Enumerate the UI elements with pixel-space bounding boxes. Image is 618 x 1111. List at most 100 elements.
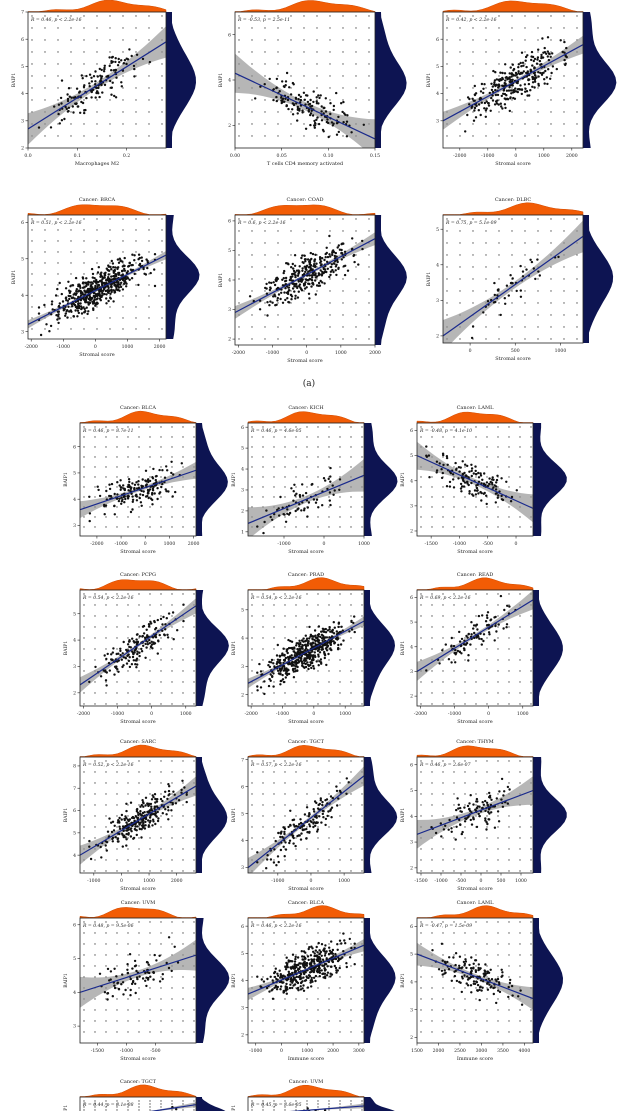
grid-dot xyxy=(519,615,521,617)
x-tick-label: -1000 xyxy=(57,344,70,350)
data-point xyxy=(283,832,286,836)
x-axis-label: Stromal score xyxy=(120,549,156,555)
grid-dot xyxy=(459,230,461,232)
grid-dot xyxy=(464,446,466,448)
data-point xyxy=(264,286,267,290)
grid-dot xyxy=(475,426,477,428)
data-point xyxy=(306,515,309,518)
grid-dot xyxy=(149,681,151,683)
grid-dot xyxy=(127,604,129,606)
grid-dot xyxy=(563,75,565,77)
grid-dot xyxy=(498,51,500,53)
grid-dot xyxy=(105,516,107,518)
grid-dot xyxy=(127,848,129,850)
data-point xyxy=(523,83,527,86)
data-point xyxy=(37,126,41,129)
grid-dot xyxy=(497,436,499,438)
grid-dot xyxy=(109,27,111,29)
grid-dot xyxy=(328,506,330,508)
data-point xyxy=(313,126,316,129)
data-point xyxy=(114,96,118,99)
grid-dot xyxy=(550,302,552,304)
grid-dot xyxy=(486,692,488,694)
data-point xyxy=(316,830,319,833)
data-point xyxy=(136,663,139,666)
data-point xyxy=(268,281,271,284)
x-axis-label: Macrophages M2 xyxy=(75,161,119,167)
data-point xyxy=(301,109,304,112)
grid-dot xyxy=(328,670,330,672)
data-point xyxy=(134,825,137,828)
data-point xyxy=(256,685,259,688)
grid-dot xyxy=(109,229,111,231)
grid-dot xyxy=(116,593,118,595)
grid-dot xyxy=(149,870,151,872)
grid-dot xyxy=(328,436,330,438)
data-point xyxy=(329,255,332,258)
grid-dot xyxy=(116,436,118,438)
data-point xyxy=(514,74,517,77)
grid-dot xyxy=(193,771,195,773)
data-point xyxy=(272,295,275,298)
fit-line xyxy=(235,238,375,314)
data-point xyxy=(488,633,491,636)
data-point xyxy=(110,93,113,96)
grid-dot xyxy=(83,466,85,468)
grid-dot xyxy=(116,760,118,762)
grid-dot xyxy=(442,692,444,694)
data-point xyxy=(321,281,324,284)
grid-dot xyxy=(355,326,357,328)
data-point xyxy=(294,665,297,668)
grid-dot xyxy=(328,837,330,839)
grid-dot xyxy=(497,626,499,628)
data-point xyxy=(118,484,121,487)
data-point xyxy=(499,594,503,598)
grid-dot xyxy=(251,626,253,628)
data-point xyxy=(83,286,86,289)
data-point xyxy=(549,55,552,58)
data-point xyxy=(105,841,109,844)
data-point xyxy=(335,91,338,95)
data-point xyxy=(487,102,490,105)
data-point xyxy=(165,617,168,620)
data-point xyxy=(138,821,141,825)
grid-dot xyxy=(171,486,173,488)
data-point xyxy=(103,64,107,68)
data-point xyxy=(493,103,497,106)
data-point xyxy=(496,474,499,477)
data-point xyxy=(493,639,496,642)
grid-dot xyxy=(160,456,162,458)
data-point xyxy=(293,483,296,486)
grid-dot xyxy=(497,593,499,595)
x-tick-label: -1000 xyxy=(266,350,279,356)
data-point xyxy=(160,485,163,489)
grid-dot xyxy=(262,703,264,705)
data-point xyxy=(440,476,444,480)
data-point xyxy=(337,115,340,119)
y-axis-label: BAIP1 xyxy=(426,272,432,287)
grid-dot xyxy=(485,51,487,53)
data-point xyxy=(491,90,495,94)
grid-dot xyxy=(306,436,308,438)
grid-dot xyxy=(83,273,85,275)
grid-dot xyxy=(171,826,173,828)
grid-dot xyxy=(238,218,240,220)
data-point xyxy=(293,667,297,670)
data-point xyxy=(105,657,108,661)
data-point xyxy=(463,648,466,652)
grid-dot xyxy=(127,859,129,861)
grid-dot xyxy=(109,99,111,101)
data-point xyxy=(472,624,476,627)
data-point xyxy=(502,84,505,88)
grid-dot xyxy=(138,446,140,448)
grid-dot xyxy=(160,604,162,606)
data-point xyxy=(510,75,513,78)
data-point xyxy=(301,494,305,497)
grid-dot xyxy=(284,496,286,498)
grid-dot xyxy=(149,506,151,508)
data-point xyxy=(111,262,115,265)
data-point xyxy=(73,304,77,307)
grid-dot xyxy=(262,659,264,661)
data-point xyxy=(57,315,60,318)
plot-area xyxy=(248,760,364,873)
